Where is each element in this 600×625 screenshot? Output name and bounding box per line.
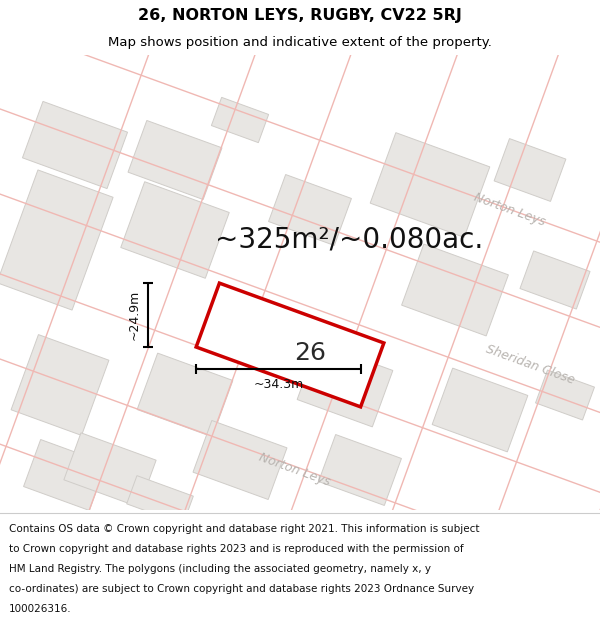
Text: Map shows position and indicative extent of the property.: Map shows position and indicative extent… [108,36,492,49]
Polygon shape [297,343,393,427]
Polygon shape [196,283,384,407]
Text: HM Land Registry. The polygons (including the associated geometry, namely x, y: HM Land Registry. The polygons (includin… [9,564,431,574]
Text: Norton Leys: Norton Leys [257,451,332,489]
Polygon shape [0,170,113,310]
Text: Contains OS data © Crown copyright and database right 2021. This information is : Contains OS data © Crown copyright and d… [9,524,479,534]
Polygon shape [319,434,401,506]
Polygon shape [22,101,128,189]
Polygon shape [127,476,193,524]
Polygon shape [370,132,490,238]
Polygon shape [137,353,233,437]
Polygon shape [193,421,287,499]
Polygon shape [536,370,595,420]
Text: Norton Leys: Norton Leys [472,191,548,229]
Polygon shape [211,98,269,142]
Polygon shape [121,182,229,278]
Text: ~24.9m: ~24.9m [128,290,140,340]
Text: 100026316.: 100026316. [9,604,71,614]
Polygon shape [494,139,566,201]
Text: ~34.3m: ~34.3m [253,378,304,391]
Text: ~325m²/~0.080ac.: ~325m²/~0.080ac. [215,226,483,254]
Text: 26, NORTON LEYS, RUGBY, CV22 5RJ: 26, NORTON LEYS, RUGBY, CV22 5RJ [138,8,462,23]
Text: 26: 26 [294,341,326,365]
Polygon shape [520,251,590,309]
Polygon shape [11,334,109,436]
Polygon shape [23,439,106,511]
Polygon shape [269,174,352,246]
Polygon shape [128,121,222,199]
Polygon shape [432,368,528,452]
Text: Sheridan Close: Sheridan Close [484,343,576,387]
Text: to Crown copyright and database rights 2023 and is reproduced with the permissio: to Crown copyright and database rights 2… [9,544,464,554]
Polygon shape [64,433,156,507]
Polygon shape [401,244,508,336]
Text: co-ordinates) are subject to Crown copyright and database rights 2023 Ordnance S: co-ordinates) are subject to Crown copyr… [9,584,474,594]
